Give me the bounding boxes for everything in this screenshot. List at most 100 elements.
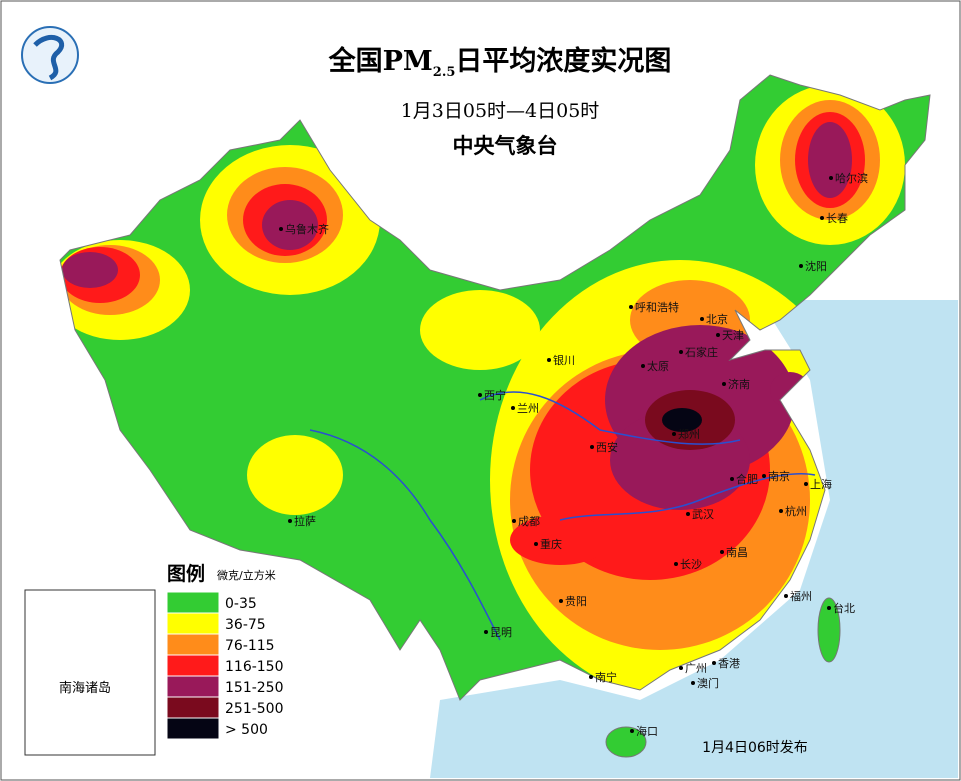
legend-label: 36-75 <box>225 617 266 633</box>
legend-swatch <box>166 591 220 614</box>
title-text: 全国PM <box>328 45 433 77</box>
city-dot <box>484 630 488 634</box>
legend-label: 251-500 <box>225 701 284 717</box>
city-label: 海口 <box>636 724 658 738</box>
city-dot <box>679 666 683 670</box>
legend-label: > 500 <box>225 722 268 738</box>
city-label: 拉萨 <box>294 514 316 528</box>
city-label: 郑州 <box>678 427 700 441</box>
city-label: 贵阳 <box>565 595 587 608</box>
city-label: 北京 <box>706 312 728 326</box>
island <box>817 597 841 663</box>
inset-box <box>24 589 156 756</box>
city-label: 昆明 <box>490 626 512 639</box>
city-label: 重庆 <box>540 537 562 551</box>
city-label: 兰州 <box>517 402 539 415</box>
city-label: 长春 <box>826 212 848 225</box>
level-area <box>62 252 118 288</box>
city-label: 武汉 <box>692 508 714 521</box>
city-dot <box>288 519 292 523</box>
city-label: 香港 <box>718 657 740 670</box>
city-dot <box>279 227 283 231</box>
level-area <box>510 515 610 565</box>
agency: 中央气象台 <box>453 133 558 158</box>
city-dot <box>722 382 726 386</box>
city-dot <box>590 445 594 449</box>
city-dot <box>672 432 676 436</box>
legend-swatch <box>166 612 220 635</box>
city-dot <box>629 305 633 309</box>
legend-label: 76-115 <box>225 638 275 654</box>
city-dot <box>784 594 788 598</box>
title: 全国PM2.5日平均浓度实况图 <box>328 45 672 80</box>
city-label: 长沙 <box>680 558 702 571</box>
legend-title: 图例 <box>167 562 205 585</box>
city-label: 南昌 <box>726 546 748 559</box>
level-area <box>262 200 318 250</box>
legend-swatch <box>166 675 220 698</box>
city-label: 乌鲁木齐 <box>285 222 329 236</box>
logo <box>21 26 79 84</box>
city-dot <box>716 333 720 337</box>
city-dot <box>686 512 690 516</box>
legend-swatch <box>166 696 220 719</box>
city-dot <box>478 393 482 397</box>
city-dot <box>700 317 704 321</box>
level-area <box>662 408 702 432</box>
city-dot <box>691 681 695 685</box>
city-dot <box>547 358 551 362</box>
city-label: 澳门 <box>697 676 719 690</box>
city-label: 呼和浩特 <box>635 300 679 314</box>
issued: 1月4日06时发布 <box>702 740 808 756</box>
level-area <box>808 122 852 198</box>
city-dot <box>779 509 783 513</box>
city-dot <box>679 350 683 354</box>
city-label: 广州 <box>685 662 707 675</box>
city-dot <box>762 474 766 478</box>
island <box>605 726 647 758</box>
city-label: 合肥 <box>736 472 758 486</box>
level-area <box>247 435 343 515</box>
subtitle: 1月3日05时—4日05时 <box>401 100 600 122</box>
city-label: 南京 <box>768 469 790 483</box>
legend-label: 151-250 <box>225 680 284 696</box>
city-label: 哈尔滨 <box>835 171 868 185</box>
legend-unit: 微克/立方米 <box>217 568 276 582</box>
city-label: 济南 <box>728 377 750 391</box>
legend-label: 116-150 <box>225 659 284 675</box>
city-dot <box>674 562 678 566</box>
city-dot <box>559 599 563 603</box>
legend-swatch <box>166 654 220 677</box>
city-dot <box>820 216 824 220</box>
city-dot <box>641 364 645 368</box>
city-dot <box>720 550 724 554</box>
legend-swatch <box>166 633 220 656</box>
city-label: 天津 <box>722 329 744 342</box>
title-subscript: 2.5 <box>433 65 456 80</box>
city-dot <box>804 482 808 486</box>
city-dot <box>712 661 716 665</box>
title-text: 日平均浓度实况图 <box>455 45 671 77</box>
river <box>309 391 816 641</box>
city-label: 福州 <box>790 589 812 603</box>
city-label: 台北 <box>833 601 855 615</box>
city-label: 成都 <box>518 515 540 528</box>
city-label: 西安 <box>596 440 618 454</box>
city-label: 西宁 <box>484 388 506 402</box>
city-dot <box>512 519 516 523</box>
city-dot <box>630 729 634 733</box>
city-dot <box>589 675 593 679</box>
city-label: 杭州 <box>785 504 807 518</box>
city-label: 上海 <box>810 477 832 491</box>
city-label: 南宁 <box>595 670 617 684</box>
city-label: 沈阳 <box>805 259 827 273</box>
city-dot <box>827 606 831 610</box>
city-dot <box>730 477 734 481</box>
city-label: 石家庄 <box>685 345 718 359</box>
inset-label: 南海诸岛 <box>59 680 111 696</box>
city-dot <box>534 542 538 546</box>
border <box>59 74 931 701</box>
city-dot <box>829 176 833 180</box>
city-label: 太原 <box>647 360 669 373</box>
